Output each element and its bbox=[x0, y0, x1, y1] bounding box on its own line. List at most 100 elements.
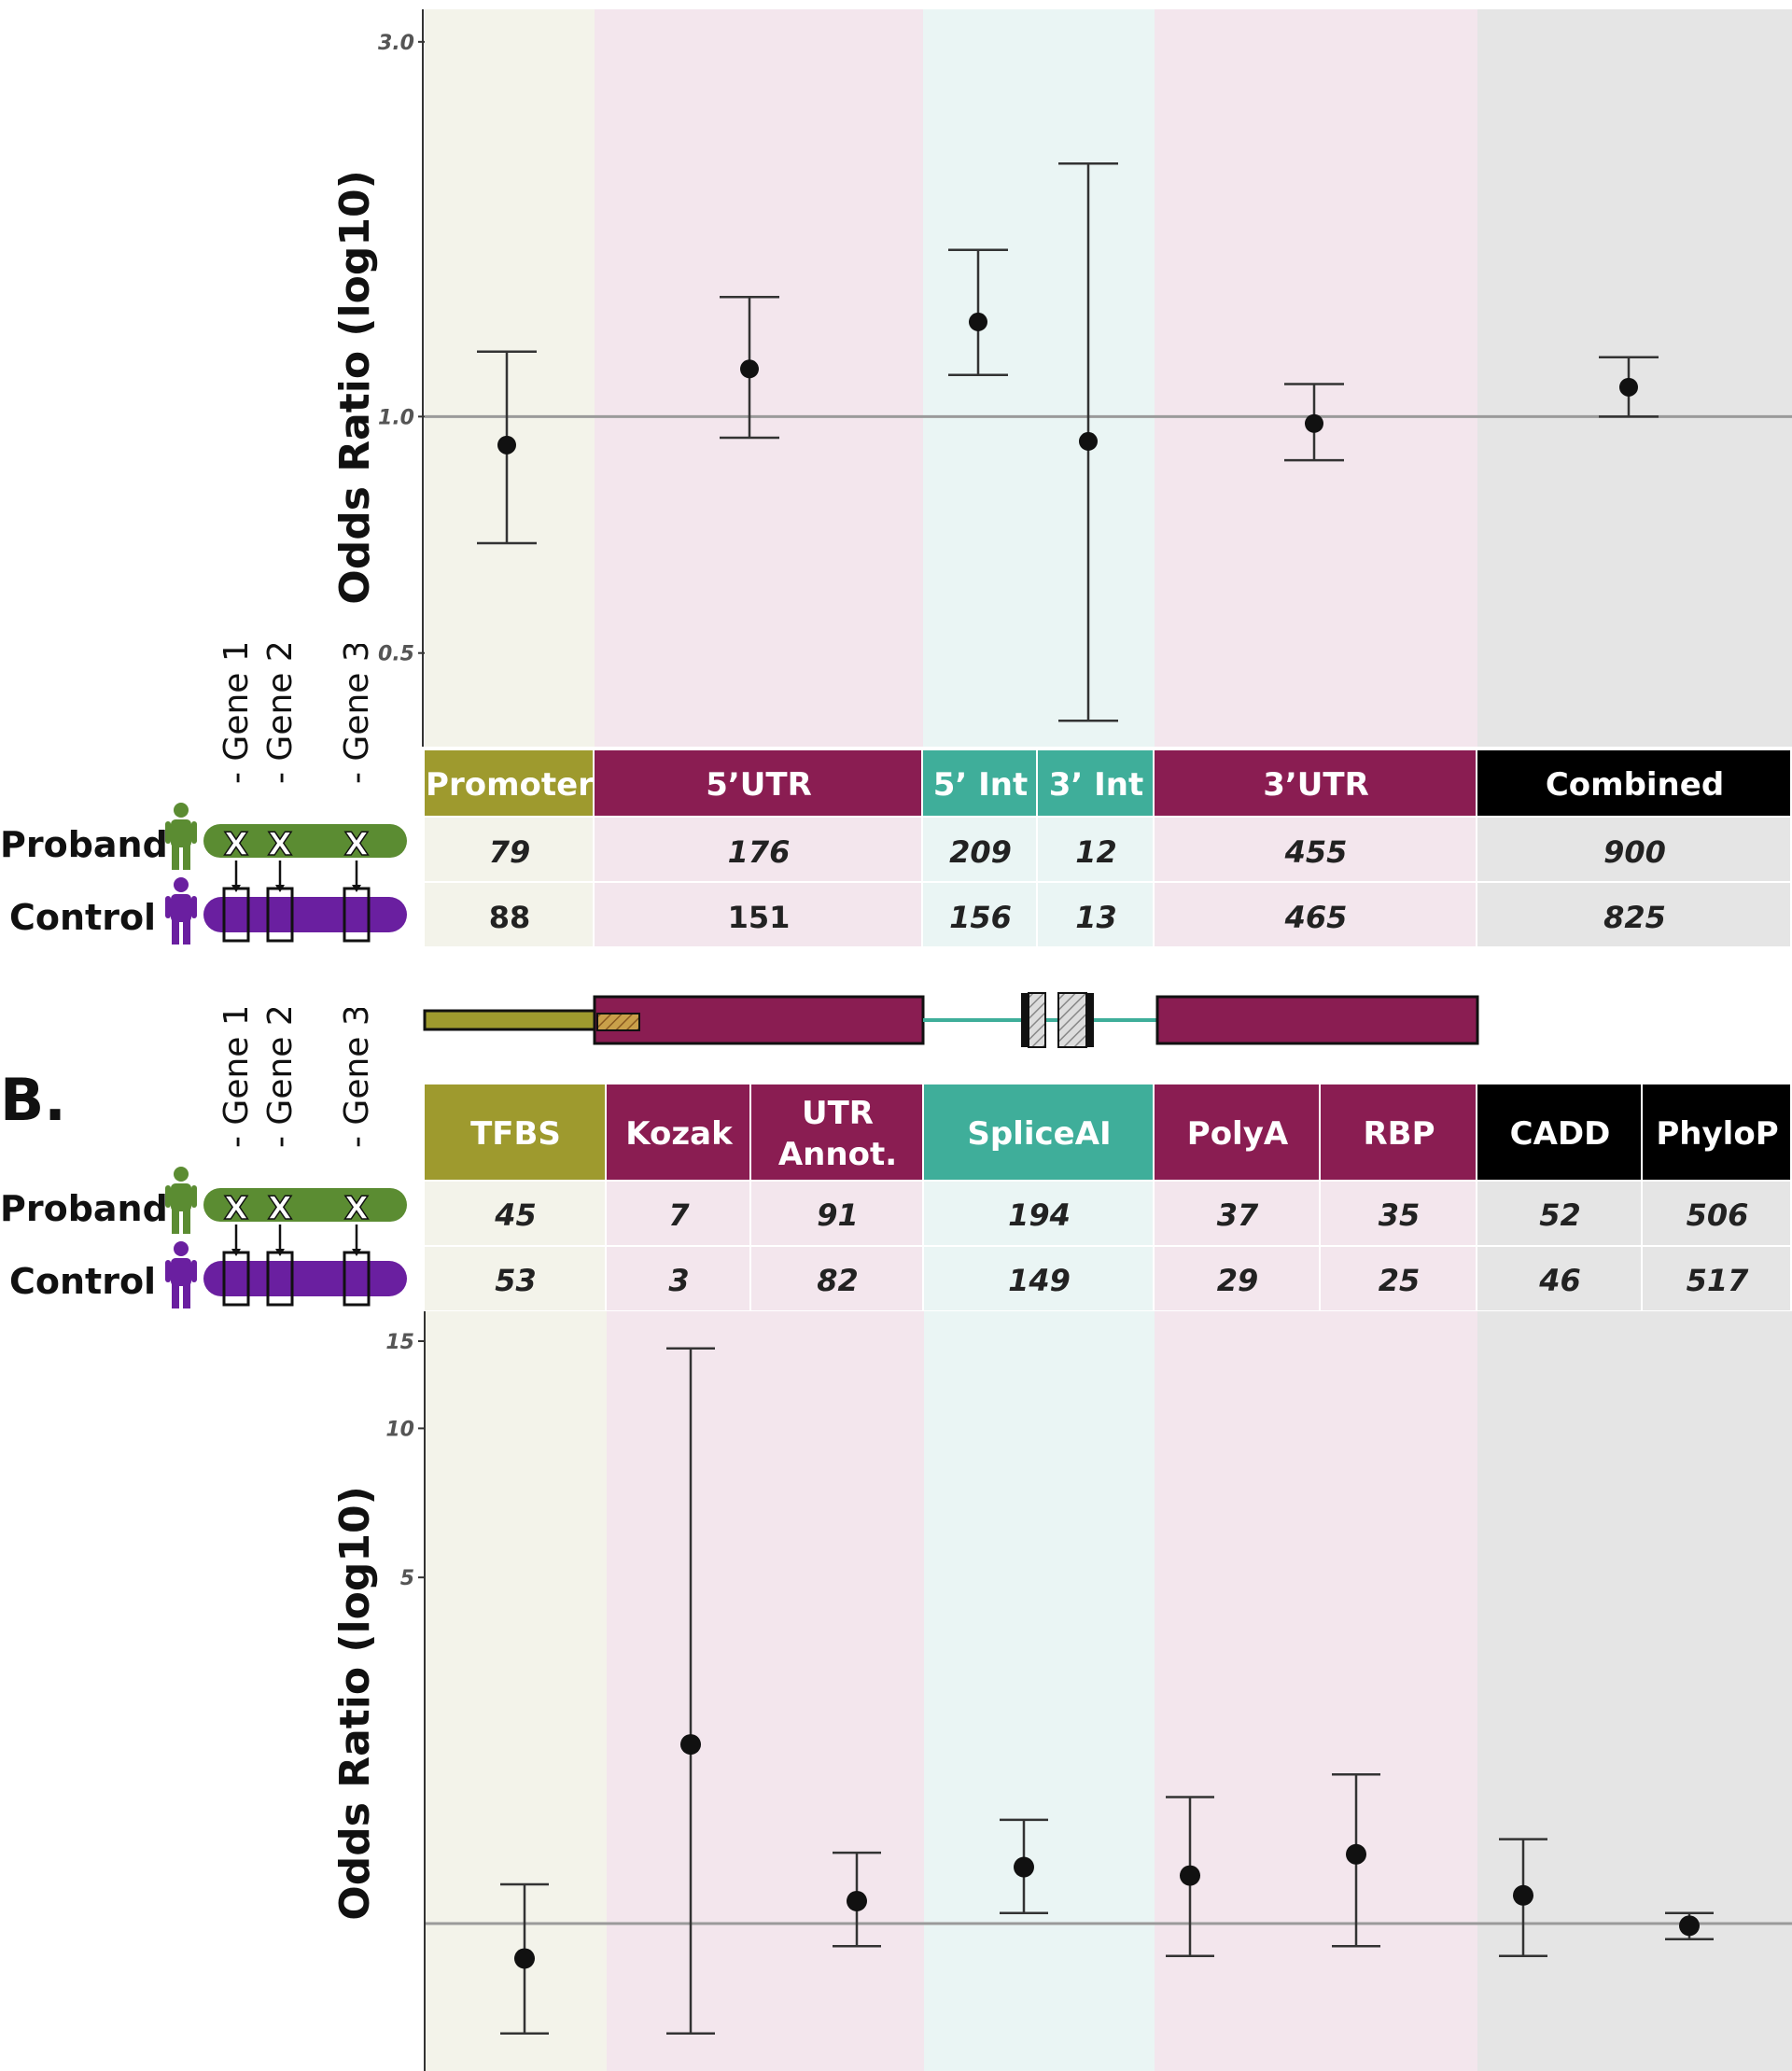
panel-b-proband-cell bbox=[1155, 1182, 1319, 1245]
panel-b-header-label: SpliceAI bbox=[967, 1115, 1111, 1153]
panel-a-control-cell bbox=[923, 883, 1036, 946]
panel-b-y-ticks: 5 10 15 bbox=[385, 1331, 425, 1590]
panel-b-proband-cell bbox=[751, 1182, 922, 1245]
panel-a-errorbar-2 bbox=[948, 248, 1008, 376]
legend-b-control-person-icon bbox=[165, 1241, 197, 1308]
panel-b-point-6 bbox=[1513, 1884, 1533, 1906]
panel-a-y-axis-label: Odds Ratio (log10) bbox=[331, 170, 379, 604]
panel-a-point-3 bbox=[1079, 431, 1098, 451]
panel-a-control-cell bbox=[1477, 883, 1790, 946]
panel-b-header-label: TFBS bbox=[470, 1115, 561, 1153]
panel-b-proband-count: 506 bbox=[1687, 1197, 1749, 1233]
panel-b-plot: 5 10 15 Odds Ratio (log10) bbox=[331, 1311, 1792, 2071]
panel-a-background-bands bbox=[425, 9, 1792, 747]
panel-a-control-count: 13 bbox=[1075, 900, 1117, 935]
panel-b-errorbar-3 bbox=[1000, 1818, 1048, 1915]
panel-b-header-label: RBP bbox=[1363, 1115, 1435, 1153]
panel-b-proband-count: 52 bbox=[1539, 1197, 1581, 1233]
panel-a-y-ticks: 0.5 1.0 3.0 bbox=[378, 32, 425, 666]
panel-a-header-cell-5 bbox=[1477, 750, 1790, 816]
panel-a-proband-count: 900 bbox=[1603, 834, 1666, 870]
panel-a-band-3 bbox=[1038, 9, 1155, 747]
panel-a-proband-count: 12 bbox=[1075, 834, 1117, 870]
legend-b-proband-person-icon bbox=[165, 1167, 197, 1234]
legend-b-control-chromosome bbox=[203, 1261, 407, 1296]
panel-a-ytick-label: 3.0 bbox=[378, 32, 414, 55]
panel-a-header-label: 3’UTR bbox=[1263, 766, 1369, 804]
panel-b-band-4 bbox=[1155, 1311, 1321, 2071]
panel-b-proband-count: 45 bbox=[494, 1197, 537, 1233]
panel-a-proband-cell bbox=[1155, 818, 1476, 881]
legend-b-gene-label-1: - Gene 1 bbox=[217, 1008, 256, 1148]
panel-b-ytick-label: 10 bbox=[385, 1418, 414, 1441]
panel-b-band-1 bbox=[607, 1311, 751, 2071]
legend-a-gene-box-2 bbox=[266, 887, 294, 943]
panel-a-proband-count: 176 bbox=[728, 834, 791, 870]
panel-b-errorbar-2 bbox=[833, 1851, 881, 1948]
panel-b-band-2 bbox=[751, 1311, 924, 2071]
panel-b-errorbar-1 bbox=[666, 1347, 715, 2035]
panel-a-band-4 bbox=[1155, 9, 1477, 747]
panel-a-band-1 bbox=[595, 9, 923, 747]
panel-b-errorbar-0 bbox=[500, 1882, 549, 2035]
panel-b-proband-cell bbox=[1477, 1182, 1641, 1245]
panel-b-band-7 bbox=[1643, 1311, 1792, 2071]
legend-a-proband-person-icon bbox=[165, 803, 197, 870]
panel-a-point-2 bbox=[969, 312, 987, 331]
panel-a-proband-cell bbox=[923, 818, 1036, 881]
legend-a-proband-chromosome bbox=[203, 824, 407, 858]
legend-a-variant-mark-2: X bbox=[268, 826, 292, 863]
panel-b-header-label: CADD bbox=[1510, 1115, 1611, 1153]
panel-b-point-5 bbox=[1346, 1843, 1366, 1865]
panel-a-control-count: 88 bbox=[489, 900, 531, 935]
panel-b-header-cell-1 bbox=[607, 1084, 749, 1180]
panel-a-header-cell-2 bbox=[923, 750, 1036, 816]
panel-b-header-cell-4 bbox=[1155, 1084, 1319, 1180]
panel-b-control-count: 82 bbox=[817, 1263, 859, 1298]
panel-a-errorbar-3 bbox=[1058, 161, 1118, 722]
legend-a-gene-label-1: - Gene 1 bbox=[217, 644, 256, 784]
legend-a-gene-label-3: - Gene 3 bbox=[338, 644, 376, 784]
panel-b-ytick-label: 15 bbox=[385, 1331, 414, 1354]
panel-a-point-5 bbox=[1619, 377, 1638, 397]
panel-b-proband-count: 91 bbox=[817, 1197, 859, 1233]
panel-b-proband-cell bbox=[924, 1182, 1153, 1245]
legend-b-variant-mark-1: X bbox=[224, 1190, 248, 1227]
panel-b-point-0 bbox=[514, 1948, 535, 1969]
five-utr-exon bbox=[593, 995, 925, 1045]
panel-a-band-0 bbox=[425, 9, 595, 747]
panel-b-errorbar-4 bbox=[1166, 1796, 1214, 1958]
panel-b-band-6 bbox=[1477, 1311, 1643, 2071]
panel-b-control-cell bbox=[924, 1247, 1153, 1310]
panel-a-header-cell-3 bbox=[1038, 750, 1153, 816]
panel-a-header-label: Combined bbox=[1546, 766, 1724, 804]
panel-b-ytick-label: 5 bbox=[400, 1567, 414, 1590]
panel-a-header-cell-4 bbox=[1155, 750, 1476, 816]
panel-b-category-table: TFBS 45 53 Kozak 7 3 UTR Annot. 91 82 SpliceAI 194 1… bbox=[425, 1084, 1790, 1310]
panel-a-errorbar-1 bbox=[720, 295, 779, 440]
panel-a-category-table: Promoter 79 88 5’UTR 176 151 5’ Int 209 156 3’ In… bbox=[425, 750, 1790, 946]
panel-b-background-bands bbox=[425, 1311, 1792, 2071]
panel-b-point-1 bbox=[680, 1734, 701, 1756]
panel-b-table-cells: TFBS 45 53 Kozak 7 3 UTR Annot. 91 82 SpliceAI 194 1… bbox=[425, 1084, 1790, 1310]
panel-b-header-cell-0 bbox=[425, 1084, 605, 1180]
promoter-block bbox=[423, 1009, 613, 1031]
panel-a-control-count: 825 bbox=[1603, 900, 1666, 935]
panel-a-ytick-label: 1.0 bbox=[378, 406, 414, 429]
panel-b-header-cell-3 bbox=[924, 1084, 1153, 1180]
panel-a-marks bbox=[477, 161, 1659, 722]
panel-b-proband-cell bbox=[1643, 1182, 1790, 1245]
panel-a-header-cell-1 bbox=[595, 750, 921, 816]
legend-a-control-chromosome bbox=[203, 897, 407, 932]
panel-b-control-cell bbox=[751, 1247, 922, 1310]
panel-a-errorbar-5 bbox=[1599, 356, 1659, 418]
panel-b-control-cell bbox=[607, 1247, 749, 1310]
panel-b-errorbar-6 bbox=[1499, 1838, 1547, 1958]
panel-b-y-axis-label: Odds Ratio (log10) bbox=[331, 1486, 379, 1920]
panel-b-control-cell bbox=[425, 1247, 605, 1310]
panel-a-proband-cell bbox=[425, 818, 593, 881]
panel-a-proband-cell bbox=[1038, 818, 1153, 881]
panel-b-proband-cell bbox=[1321, 1182, 1476, 1245]
splice-region-left bbox=[1028, 992, 1046, 1048]
